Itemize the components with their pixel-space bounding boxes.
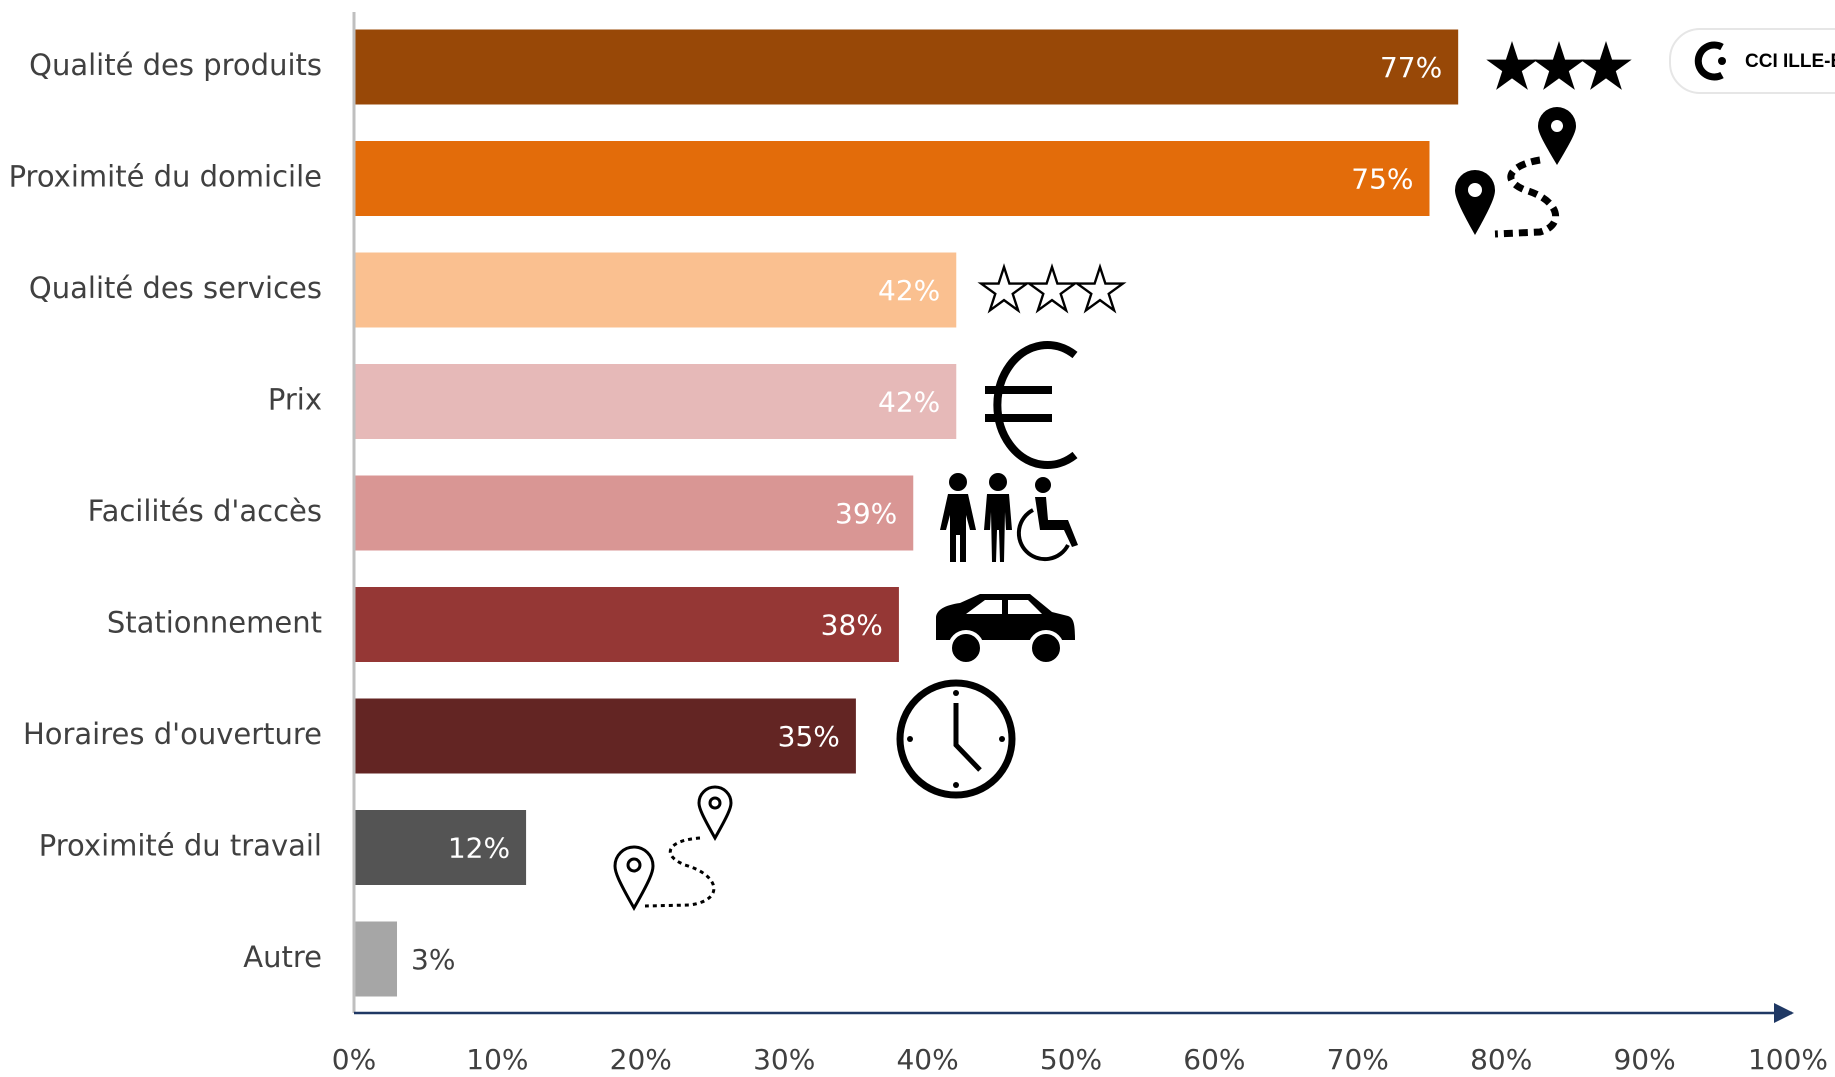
stars-filled — [1486, 41, 1632, 90]
bar — [354, 475, 914, 551]
x-tick-label: 100% — [1748, 1043, 1828, 1076]
x-tick-label: 40% — [896, 1043, 958, 1076]
bar — [354, 141, 1430, 216]
x-tick-label: 80% — [1470, 1043, 1532, 1076]
logo: CCI ILLE-ET-VILAINE — [1669, 28, 1835, 94]
car-icon — [936, 594, 1075, 666]
category-label: Stationnement — [107, 606, 322, 640]
value-label: 38% — [821, 609, 883, 642]
category-label: Autre — [243, 940, 322, 974]
x-tick-label: 20% — [610, 1043, 672, 1076]
bar — [354, 810, 527, 885]
bar — [354, 921, 398, 997]
euro-icon — [985, 341, 1078, 469]
people-icon — [940, 473, 1078, 562]
stars-outline — [981, 267, 1123, 310]
x-tick-label: 30% — [753, 1043, 815, 1076]
x-tick-label: 50% — [1040, 1043, 1102, 1076]
bar — [354, 698, 856, 774]
x-tick-label: 90% — [1613, 1043, 1675, 1076]
value-label: 42% — [878, 274, 940, 307]
category-label: Proximité du domicile — [9, 160, 322, 194]
category-label: Facilités d'accès — [88, 494, 322, 528]
category-label: Prix — [268, 383, 322, 417]
bar — [354, 252, 957, 328]
value-label: 35% — [778, 720, 840, 753]
icons: CCI ILLE-ET-VILAINE — [613, 28, 1835, 912]
bar — [354, 587, 899, 662]
clock-icon — [896, 679, 1016, 799]
x-tick-label: 10% — [466, 1043, 528, 1076]
category-label: Qualité des services — [29, 271, 322, 305]
x-tick-label: 60% — [1183, 1043, 1245, 1076]
value-label: 77% — [1380, 51, 1442, 84]
category-label: Proximité du travail — [39, 829, 322, 863]
x-tick-label: 70% — [1327, 1043, 1389, 1076]
value-label: 42% — [878, 386, 940, 419]
route-pins-outline — [613, 785, 733, 912]
category-label: Horaires d'ouverture — [23, 717, 322, 751]
value-label: 39% — [835, 497, 897, 530]
value-label: 3% — [411, 943, 455, 976]
bar — [354, 364, 957, 439]
route-pins — [1455, 107, 1576, 238]
logo-text: CCI ILLE-ET-VILAINE — [1745, 51, 1835, 72]
x-tick-label: 0% — [332, 1043, 376, 1076]
value-label: 75% — [1351, 163, 1413, 196]
value-label: 12% — [448, 832, 510, 865]
bar — [354, 29, 1459, 105]
category-label: Qualité des produits — [29, 48, 322, 82]
